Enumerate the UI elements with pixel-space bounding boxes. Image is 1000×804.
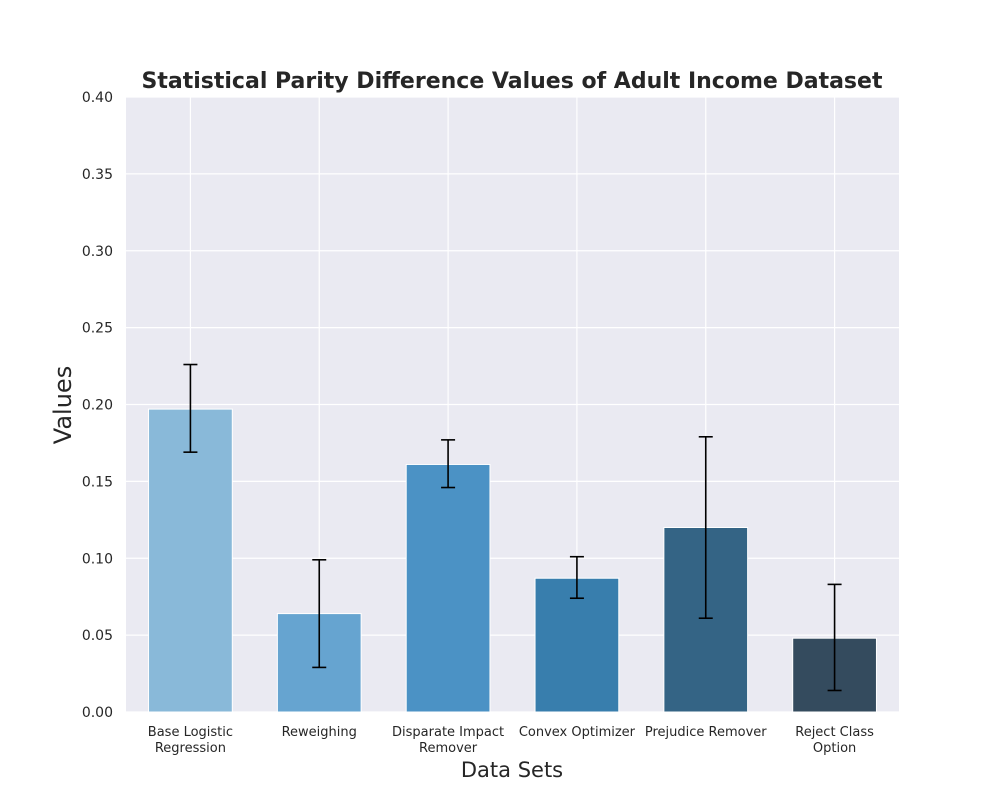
error-bar	[441, 439, 456, 489]
error-bars-group	[183, 363, 842, 692]
y-tick-label: 0.25	[82, 321, 113, 337]
error-bar	[569, 555, 584, 600]
error-bar	[698, 435, 713, 620]
y-tick-label: 0.00	[82, 705, 113, 721]
y-tick-labels: 0.00 0.05 0.10 0.15 0.20 0.25 0.30 0.35 0.40	[82, 90, 113, 721]
x-tick-label: Disparate Impact Remover	[392, 725, 504, 756]
y-tick-label: 0.20	[82, 398, 113, 414]
error-bar	[312, 558, 327, 669]
x-axis-label: Data Sets	[461, 758, 563, 782]
x-tick-label: Base Logistic Regression	[148, 725, 233, 756]
x-tick-label: Prejudice Remover	[645, 725, 767, 740]
bar	[405, 463, 491, 713]
y-tick-label: 0.05	[82, 628, 113, 644]
x-tick-label: Convex Optimizer	[519, 725, 636, 740]
x-tick-label: Reject Class Option	[795, 725, 874, 756]
y-axis-label: Values	[49, 366, 77, 444]
error-bar	[827, 583, 842, 692]
y-tick-label: 0.35	[82, 167, 113, 183]
bar	[148, 408, 233, 713]
error-bar	[183, 363, 198, 453]
y-tick-label: 0.10	[82, 551, 113, 567]
y-tick-label: 0.40	[82, 90, 113, 106]
x-tick-label: Reweighing	[282, 725, 357, 740]
y-tick-label: 0.15	[82, 474, 113, 490]
bar	[534, 577, 620, 713]
chart-title: Statistical Parity Difference Values of …	[142, 69, 883, 94]
y-tick-label: 0.30	[82, 244, 113, 260]
x-category-labels: Base Logistic Regression Reweighing Dispara…	[148, 725, 874, 756]
